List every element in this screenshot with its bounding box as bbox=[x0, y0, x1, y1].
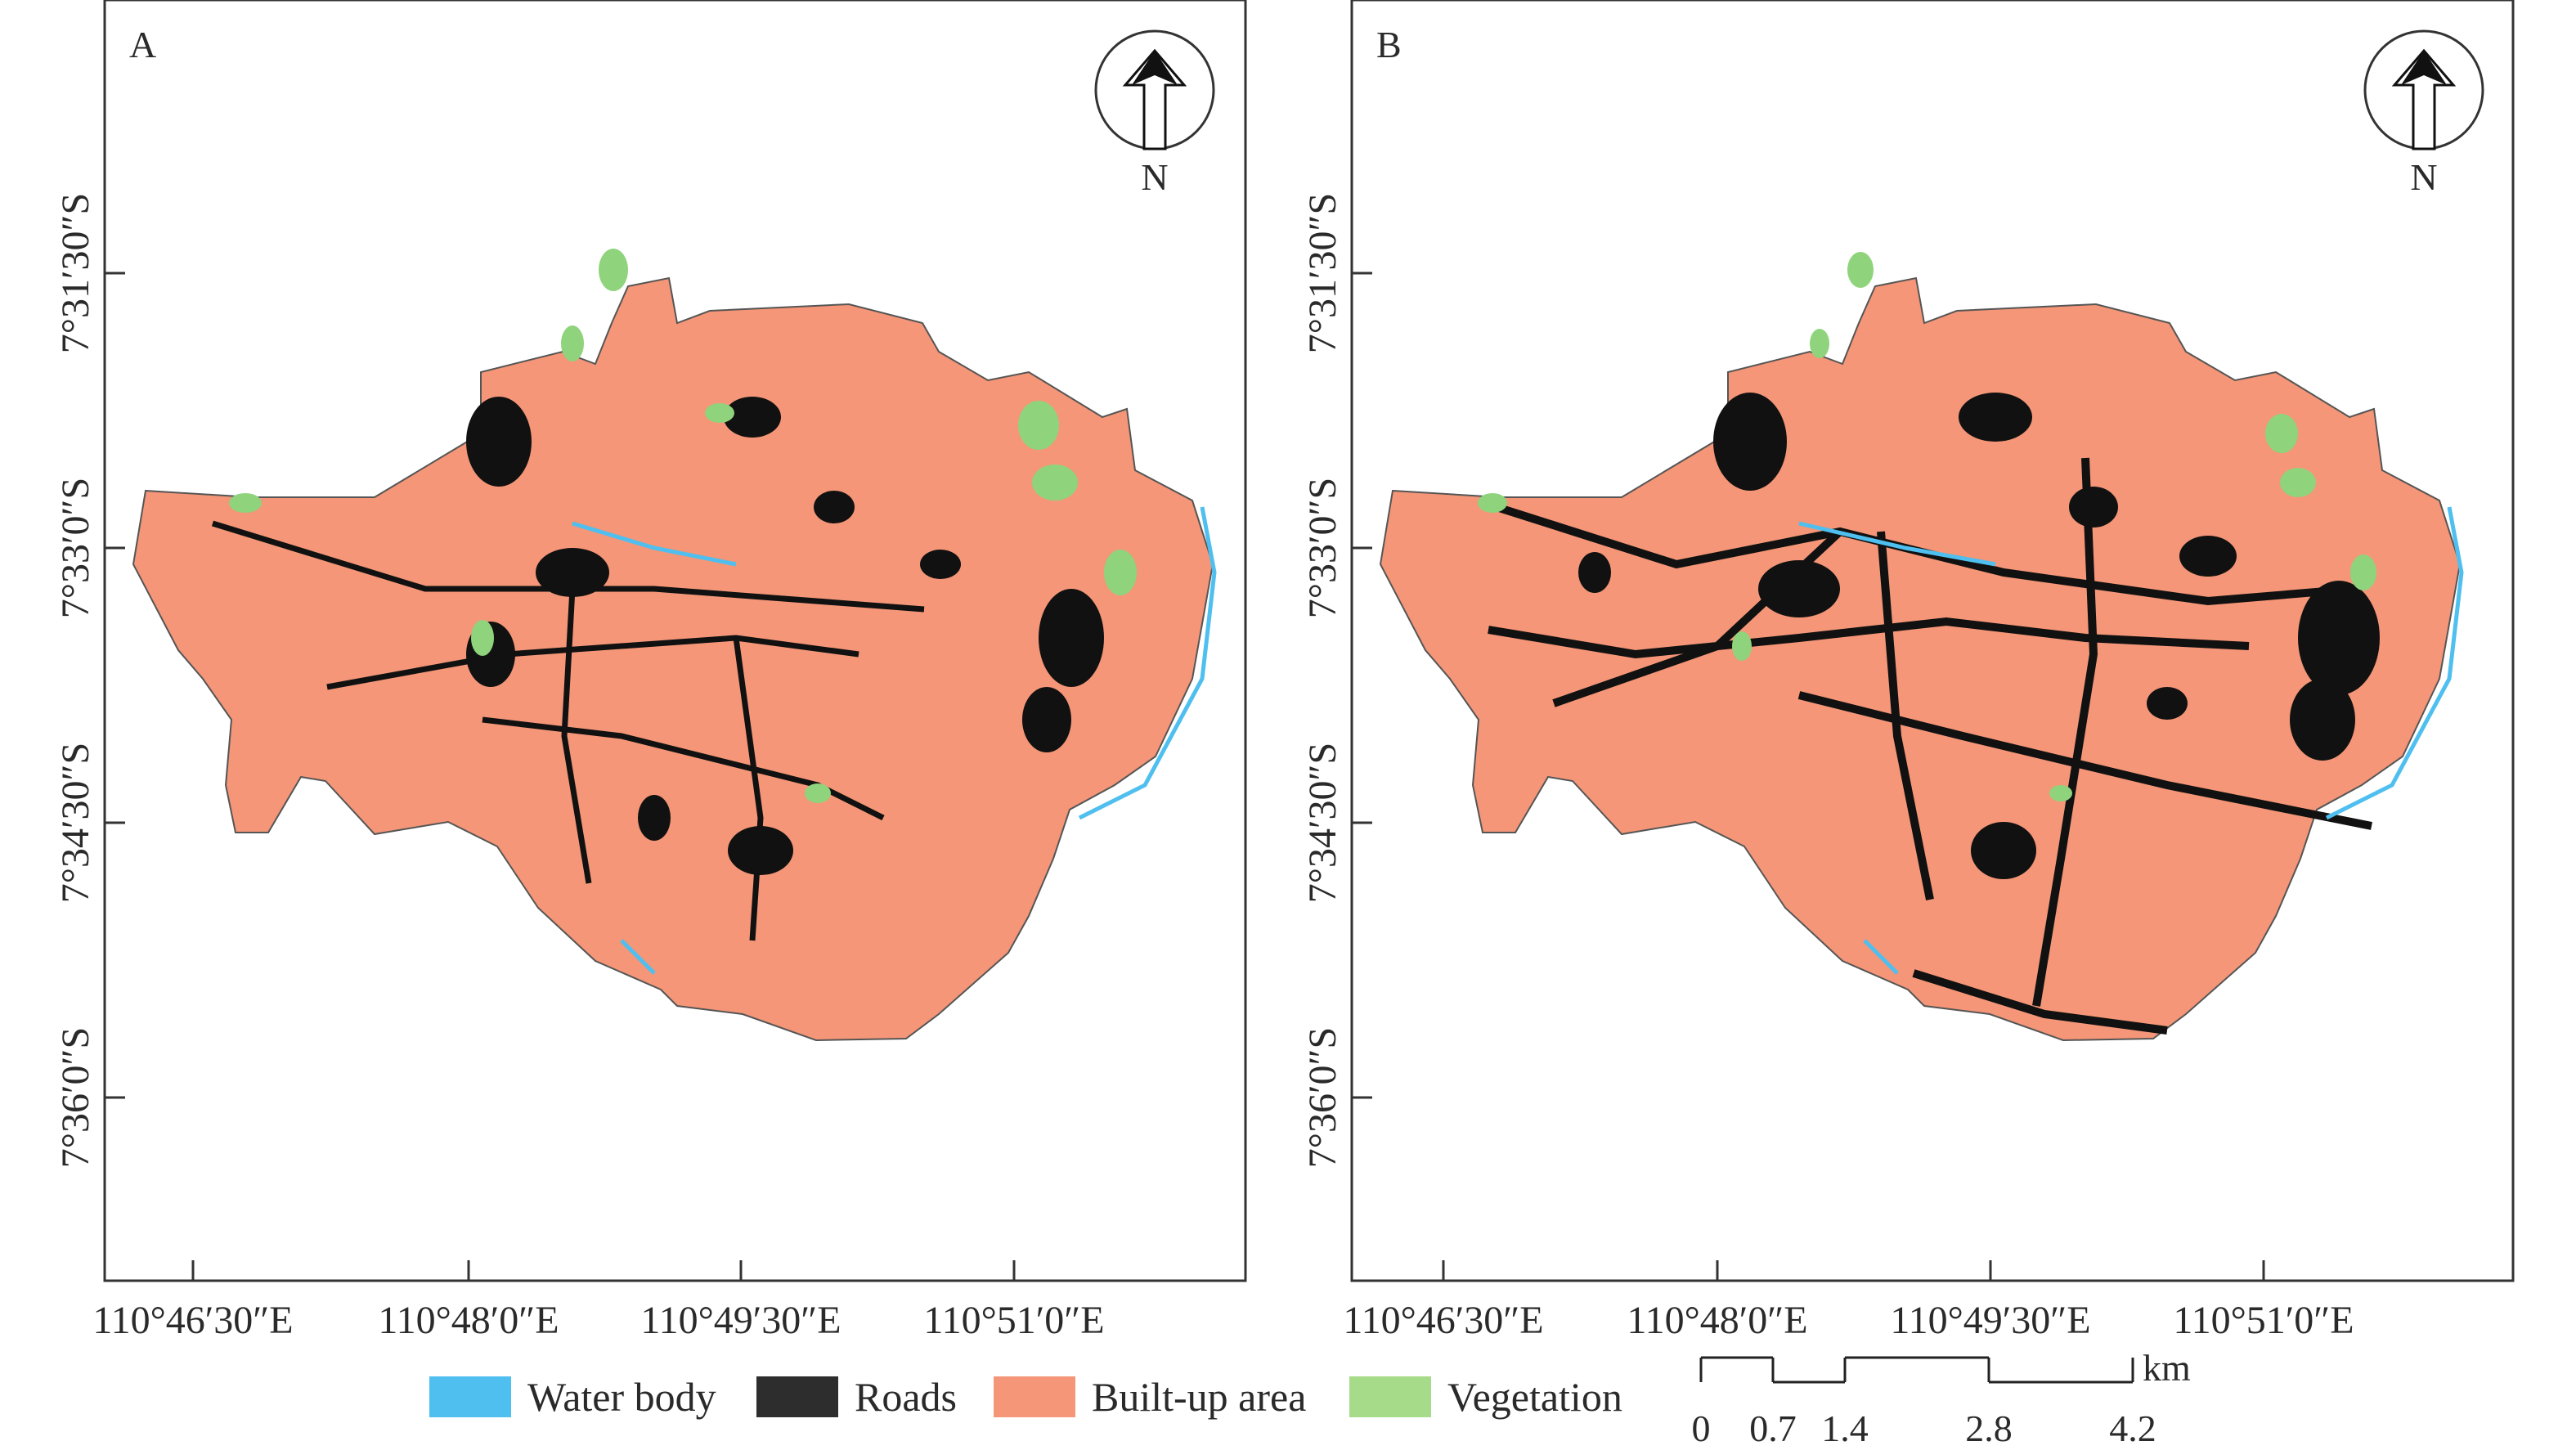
panel-a-x-axis: 110°46′30″E 110°48′0″E 110°49′30″E 110°5… bbox=[92, 1260, 1105, 1342]
panel-a-label: A bbox=[129, 24, 156, 65]
panel-b-y-tick-3: 7°34′30″S bbox=[1301, 743, 1344, 903]
scale-unit: km bbox=[2143, 1347, 2191, 1389]
legend: Water body Roads Built-up area Vegetatio… bbox=[429, 1374, 1622, 1420]
legend-label-builtup: Built-up area bbox=[1092, 1374, 1306, 1420]
scale-label-1: 0.7 bbox=[1749, 1407, 1797, 1449]
panel-a-water bbox=[572, 506, 1217, 975]
legend-swatch-roads bbox=[756, 1376, 838, 1417]
panel-b-map bbox=[1380, 252, 2464, 1041]
panel-a-roads bbox=[211, 520, 925, 941]
panel-a-y-tick-3: 7°34′30″S bbox=[54, 743, 97, 903]
legend-swatch-builtup bbox=[994, 1376, 1075, 1417]
panel-a-x-tick-4: 110°51′0″E bbox=[923, 1299, 1104, 1342]
panel-b-x-axis: 110°46′30″E 110°48′0″E 110°49′30″E 110°5… bbox=[1343, 1260, 2354, 1342]
panel-a-x-tick-3: 110°49′30″E bbox=[640, 1299, 841, 1342]
panel-b-water bbox=[1798, 506, 2464, 975]
panel-b-north-arrow: N bbox=[2363, 29, 2484, 198]
scale-label-3: 2.8 bbox=[1965, 1407, 2013, 1449]
panel-b: B bbox=[1301, 0, 2515, 1342]
panel-b-x-tick-4: 110°51′0″E bbox=[2173, 1299, 2354, 1342]
panel-a-y-tick-2: 7°33′0″S bbox=[54, 478, 97, 618]
legend-label-roads: Roads bbox=[855, 1374, 957, 1420]
panel-b-vegetation bbox=[1478, 252, 2376, 801]
legend-swatch-vegetation bbox=[1349, 1376, 1431, 1417]
panel-a: A bbox=[54, 0, 1247, 1342]
scale-label-0: 0 bbox=[1692, 1407, 1711, 1449]
panel-a-map bbox=[132, 249, 1217, 1041]
panel-b-y-tick-2: 7°33′0″S bbox=[1301, 478, 1344, 618]
panel-b-x-tick-2: 110°48′0″E bbox=[1627, 1299, 1807, 1342]
panel-b-x-tick-1: 110°46′30″E bbox=[1343, 1299, 1543, 1342]
legend-label-water: Water body bbox=[527, 1374, 716, 1420]
panel-b-x-tick-3: 110°49′30″E bbox=[1890, 1299, 2090, 1342]
panel-b-north-label: N bbox=[2410, 156, 2437, 198]
panel-a-y-axis: 7°31′30″S 7°33′0″S 7°34′30″S 7°36′0″S bbox=[54, 193, 125, 1168]
panel-b-y-axis: 7°31′30″S 7°33′0″S 7°34′30″S 7°36′0″S bbox=[1301, 193, 1372, 1168]
panel-a-north-label: N bbox=[1141, 156, 1168, 198]
panel-a-x-tick-2: 110°48′0″E bbox=[378, 1299, 559, 1342]
scale-label-4: 4.2 bbox=[2109, 1407, 2156, 1449]
panel-b-roads bbox=[1488, 457, 2372, 1035]
panel-a-y-tick-4: 7°36′0″S bbox=[54, 1027, 97, 1168]
panel-a-y-tick-1: 7°31′30″S bbox=[54, 193, 97, 353]
panel-b-label: B bbox=[1376, 24, 1402, 65]
panel-b-dark-patches bbox=[1578, 393, 2380, 879]
panel-b-y-tick-4: 7°36′0″S bbox=[1301, 1027, 1344, 1168]
scale-bar-segments bbox=[1699, 1356, 2134, 1384]
panel-a-north-arrow: N bbox=[1094, 29, 1215, 198]
legend-swatch-water bbox=[429, 1376, 511, 1417]
legend-label-vegetation: Vegetation bbox=[1447, 1374, 1622, 1420]
panel-a-dark-patches bbox=[466, 397, 1104, 875]
panel-b-y-tick-1: 7°31′30″S bbox=[1301, 193, 1344, 353]
scale-bar: 0 0.7 1.4 2.8 4.2 km bbox=[1692, 1347, 2192, 1449]
panel-a-vegetation bbox=[229, 249, 1137, 803]
scale-label-2: 1.4 bbox=[1821, 1407, 1869, 1449]
panel-a-x-tick-1: 110°46′30″E bbox=[92, 1299, 293, 1342]
